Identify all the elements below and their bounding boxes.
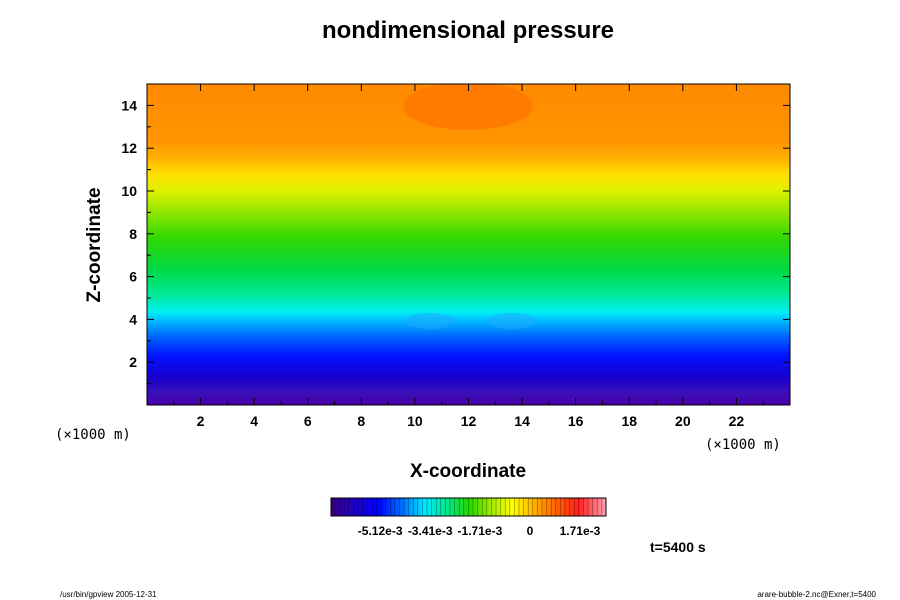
x-tick-label: 8 — [357, 413, 365, 429]
pressure-field — [147, 84, 790, 405]
x-axis-ticks: 2 4 6 8 10 12 14 16 18 20 22 — [173, 84, 764, 429]
time-annotation: t=5400 s — [650, 539, 706, 555]
upper-anomaly — [403, 84, 533, 130]
colorbar-frame — [330, 497, 607, 517]
y-axis-label: Z-coordinate — [84, 187, 105, 302]
y-axis-ticks: 2 4 6 8 10 12 14 — [121, 97, 790, 385]
colorbar: -5.12e-3 -3.41e-3 -1.71e-3 0 1.71e-3 — [330, 497, 607, 538]
y-axis-unit: (×1000 m) — [55, 427, 131, 443]
y-tick-label: 12 — [121, 140, 137, 156]
chart-title: nondimensional pressure — [322, 17, 614, 44]
x-tick-label: 22 — [729, 413, 745, 429]
x-tick-label: 14 — [514, 413, 530, 429]
lower-anomaly-right — [488, 313, 536, 329]
y-tick-label: 6 — [129, 269, 137, 285]
x-tick-label: 16 — [568, 413, 584, 429]
x-tick-label: 18 — [621, 413, 637, 429]
x-tick-label: 2 — [197, 413, 205, 429]
y-tick-label: 14 — [121, 97, 137, 113]
colorbar-tick-label: 0 — [527, 524, 534, 538]
x-tick-label: 10 — [407, 413, 423, 429]
x-tick-label: 12 — [461, 413, 477, 429]
x-axis-label: X-coordinate — [410, 461, 526, 482]
x-tick-label: 20 — [675, 413, 691, 429]
y-tick-label: 8 — [129, 226, 137, 242]
colorbar-tick-label: -1.71e-3 — [458, 524, 503, 538]
y-tick-label: 2 — [129, 354, 137, 370]
footer-right: arare-bubble-2.nc@Exner,t=5400 — [757, 590, 876, 599]
x-axis-unit: (×1000 m) — [705, 437, 781, 453]
x-tick-label: 4 — [250, 413, 258, 429]
y-tick-label: 4 — [129, 311, 137, 327]
colorbar-tick-label: -3.41e-3 — [408, 524, 453, 538]
colorbar-tick-label: -5.12e-3 — [358, 524, 403, 538]
y-tick-label: 10 — [121, 183, 137, 199]
footer-left: /usr/bin/gpview 2005-12-31 — [60, 590, 157, 599]
lower-anomaly-left — [406, 313, 454, 329]
x-tick-label: 6 — [304, 413, 312, 429]
colorbar-tick-label: 1.71e-3 — [560, 524, 601, 538]
